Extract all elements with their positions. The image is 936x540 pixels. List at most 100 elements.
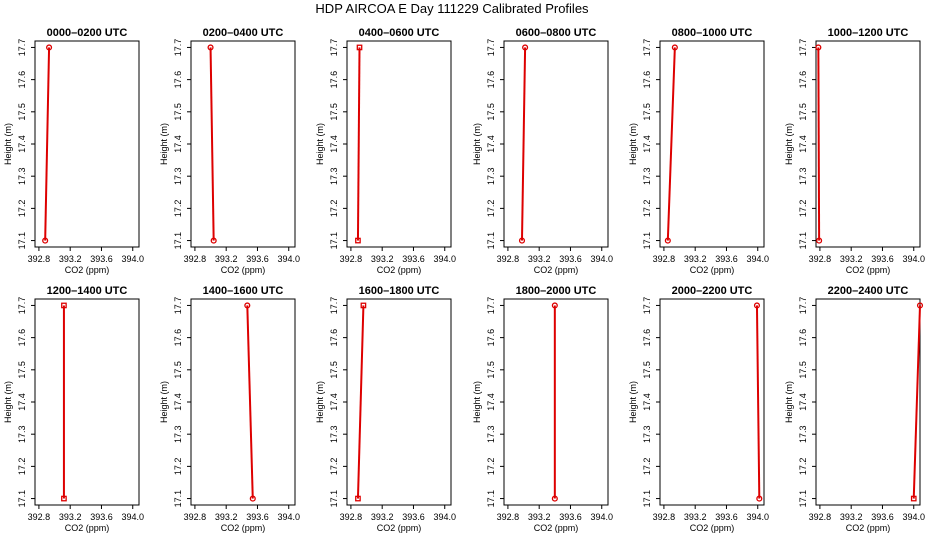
chart-panel-2: 0400–0600 UTC 392.8 393.2 393.6 394.0 17.1 17.… [315, 27, 456, 275]
y-tick-label: 17.4 [486, 135, 496, 153]
y-tick-label: 17.5 [173, 103, 183, 121]
profile-line [356, 305, 365, 499]
x-tick-label: 394.0 [433, 254, 456, 264]
panel-title: 0000–0200 UTC [47, 27, 128, 39]
y-tick-label: 17.6 [642, 329, 652, 347]
profile-point [916, 302, 924, 309]
y-tick-label: 17.5 [798, 103, 808, 121]
chart-panel-0: 0000–0200 UTC 392.8 393.2 393.6 394.0 17.1 17.… [3, 27, 144, 275]
y-tick-label: 17.3 [798, 167, 808, 185]
y-axis-label: Height (m) [472, 123, 482, 165]
profile-point [816, 237, 823, 244]
plot-frame [34, 40, 140, 248]
x-tick-label: 393.6 [559, 512, 582, 522]
x-axis-label: CO2 (ppm) [846, 265, 891, 275]
y-axis-label: Height (m) [315, 381, 325, 423]
y-tick-label: 17.1 [17, 232, 27, 250]
profile-point [249, 495, 256, 502]
y-axis-label: Height (m) [159, 123, 169, 165]
plot-frame [503, 298, 609, 506]
panel-title: 2000–2200 UTC [672, 285, 753, 297]
profile-point [210, 237, 217, 244]
x-tick-label: 394.0 [277, 254, 300, 264]
profile-point [61, 302, 67, 309]
x-tick-label: 393.6 [871, 512, 894, 522]
profile-line [44, 47, 51, 241]
x-tick-label: 394.0 [590, 512, 613, 522]
x-tick-label: 393.6 [90, 512, 113, 522]
y-axis-label: Height (m) [315, 123, 325, 165]
y-tick-label: 17.6 [173, 71, 183, 89]
y-tick-label: 17.3 [173, 425, 183, 443]
y-axis-label: Height (m) [784, 123, 794, 165]
x-tick-label: 392.8 [28, 512, 51, 522]
y-tick-label: 17.3 [642, 425, 652, 443]
x-tick-label: 392.8 [653, 512, 676, 522]
x-tick-label: 392.8 [497, 254, 520, 264]
profile-point [42, 237, 49, 244]
plot-frame [503, 40, 609, 248]
panel-title: 1800–2000 UTC [516, 285, 597, 297]
y-tick-label: 17.1 [486, 232, 496, 250]
x-tick-label: 393.6 [715, 254, 738, 264]
y-tick-label: 17.5 [486, 103, 496, 121]
profile-point [753, 302, 761, 309]
y-tick-label: 17.4 [17, 393, 27, 411]
y-tick-label: 17.1 [798, 490, 808, 508]
y-tick-label: 17.4 [642, 135, 652, 153]
y-tick-label: 17.4 [17, 135, 27, 153]
profile-point [815, 44, 822, 51]
x-axis-label: CO2 (ppm) [690, 265, 735, 275]
y-tick-label: 17.4 [642, 393, 652, 411]
y-tick-label: 17.3 [17, 425, 27, 443]
y-tick-label: 17.7 [173, 297, 183, 315]
y-tick-label: 17.4 [798, 135, 808, 153]
profile-point [551, 302, 558, 309]
x-tick-label: 393.6 [402, 512, 425, 522]
y-tick-label: 17.6 [486, 329, 496, 347]
plot-frame [34, 298, 140, 506]
y-tick-label: 17.2 [173, 458, 183, 476]
x-tick-label: 392.8 [809, 512, 832, 522]
y-tick-label: 17.2 [17, 200, 27, 218]
y-tick-label: 17.1 [642, 490, 652, 508]
x-tick-label: 392.8 [653, 254, 676, 264]
y-tick-label: 17.6 [486, 71, 496, 89]
plot-frame [190, 40, 296, 248]
y-tick-label: 17.5 [642, 103, 652, 121]
x-tick-label: 393.2 [371, 254, 394, 264]
y-tick-label: 17.5 [17, 361, 27, 379]
y-tick-label: 17.7 [642, 39, 652, 57]
y-tick-label: 17.1 [173, 490, 183, 508]
y-axis-label: Height (m) [628, 123, 638, 165]
chart-panel-7: 1400–1600 UTC 392.8 393.2 393.6 394.0 17.1 17.… [159, 285, 300, 533]
x-tick-label: 394.0 [121, 512, 144, 522]
y-tick-label: 17.5 [642, 361, 652, 379]
x-tick-label: 393.6 [715, 512, 738, 522]
x-tick-label: 394.0 [746, 512, 769, 522]
y-tick-label: 17.4 [173, 393, 183, 411]
profile-line [520, 47, 527, 241]
profile-point [910, 495, 917, 502]
y-axis-label: Height (m) [159, 381, 169, 423]
y-tick-label: 17.5 [17, 103, 27, 121]
y-tick-label: 17.7 [329, 39, 339, 57]
y-axis-label: Height (m) [3, 123, 13, 165]
y-tick-label: 17.2 [798, 458, 808, 476]
profile-line [817, 47, 821, 241]
plot-frame [815, 40, 921, 248]
y-tick-label: 17.4 [486, 393, 496, 411]
x-tick-label: 392.8 [340, 512, 363, 522]
x-axis-label: CO2 (ppm) [690, 523, 735, 533]
x-tick-label: 393.6 [246, 512, 269, 522]
x-tick-label: 393.6 [402, 254, 425, 264]
figure-title: HDP AIRCOA E Day 111229 Calibrated Profi… [315, 1, 589, 16]
y-tick-label: 17.1 [486, 490, 496, 508]
panel-title: 0600–0800 UTC [516, 27, 597, 39]
panel-title: 1400–1600 UTC [203, 285, 284, 297]
y-tick-label: 17.1 [642, 232, 652, 250]
profile-line [246, 305, 254, 499]
x-tick-label: 394.0 [433, 512, 456, 522]
x-axis-label: CO2 (ppm) [65, 523, 110, 533]
